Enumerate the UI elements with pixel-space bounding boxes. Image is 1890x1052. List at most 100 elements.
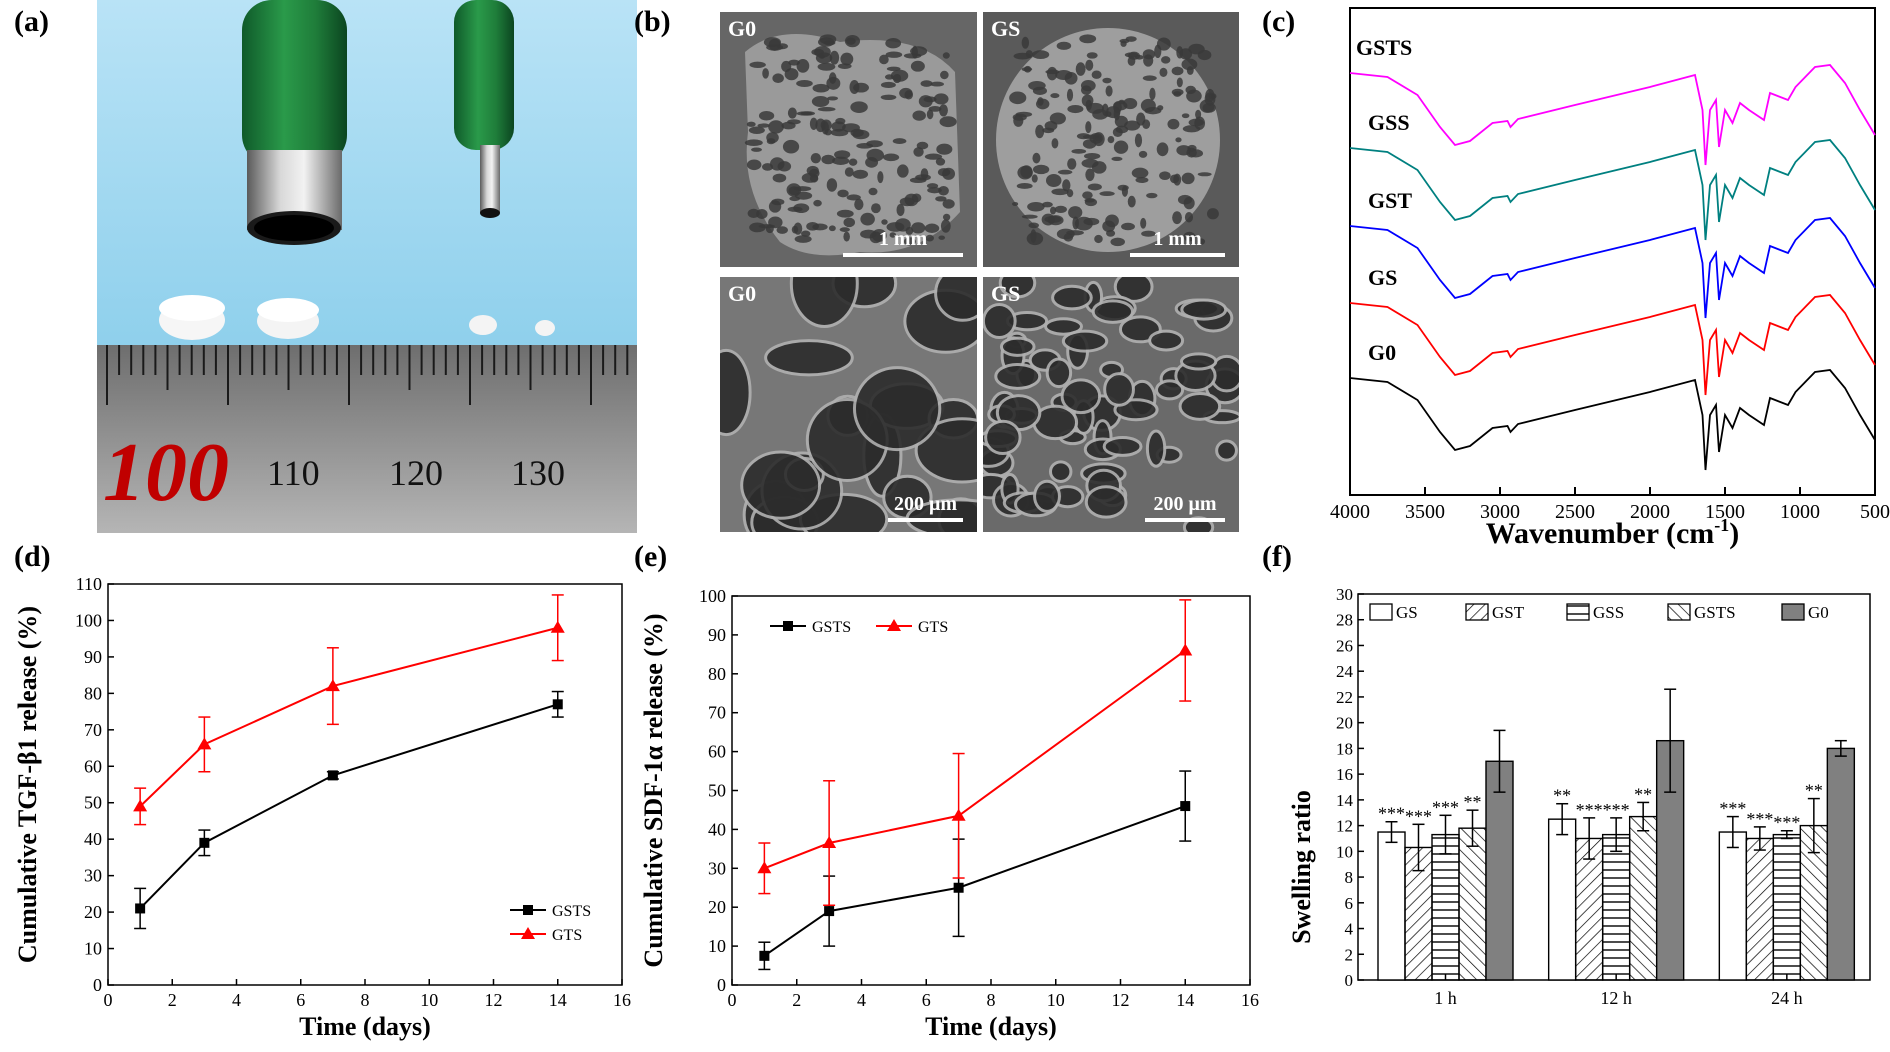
- data-point: [199, 837, 210, 848]
- y-tick-label: 60: [84, 756, 102, 776]
- y-tick-label: 90: [708, 625, 726, 645]
- x-tick-label: 4000: [1330, 501, 1370, 523]
- series-label: GST: [1368, 188, 1412, 213]
- legend-marker: [887, 619, 901, 631]
- legend-swatch: [1369, 603, 1393, 621]
- y-axis-label: Cumulative TGF-β1 release (%): [13, 606, 42, 963]
- data-point: [1178, 643, 1193, 656]
- x-tick-label: 14: [549, 990, 567, 1010]
- y-tick-label: 20: [84, 902, 102, 922]
- y-tick-label: 0: [93, 975, 102, 995]
- y-tick-label: 22: [1336, 688, 1353, 707]
- series-label: GSS: [1368, 110, 1410, 135]
- sem-scale-bar: 1 mm: [843, 228, 963, 257]
- x-tick-label: 1000: [1780, 501, 1820, 523]
- x-tick-label: 2000: [1630, 501, 1670, 523]
- bar: [1826, 747, 1856, 981]
- bar: [1718, 831, 1748, 981]
- plot-frame: [1349, 7, 1876, 496]
- bar: [1431, 833, 1460, 981]
- bar: [1485, 760, 1514, 981]
- x-tick-label: 16: [613, 990, 631, 1010]
- legend-label: GTS: [552, 927, 582, 944]
- legend-label: GS: [1396, 603, 1418, 622]
- data-point: [552, 699, 563, 710]
- y-tick-label: 40: [708, 819, 726, 839]
- sem-texture: [720, 277, 977, 532]
- panel-label-b: (b): [634, 5, 671, 38]
- x-tick-label: 3000: [1480, 501, 1520, 523]
- bar: [1547, 818, 1577, 981]
- significance-mark: **: [1805, 781, 1823, 801]
- panel-label-a: (a): [14, 5, 49, 38]
- data-point: [953, 882, 964, 893]
- bar: [1458, 827, 1487, 981]
- data-point: [951, 808, 966, 821]
- x-axis-label: Wavenumber (cm-1): [1486, 515, 1740, 550]
- x-tick-label: 0: [728, 990, 737, 1010]
- sdf-release-chart: 0 2 4 6 8 10 12 14 16 0 10 20 30 40 50 60 70 80 90 100 Time …: [640, 586, 1259, 1041]
- data-point: [327, 770, 338, 781]
- ruler-number-110: 110: [267, 453, 320, 493]
- y-tick-label: 100: [75, 610, 102, 630]
- plot-frame: [731, 595, 1251, 986]
- data-point: [135, 903, 146, 914]
- significance-mark: ***: [1378, 804, 1405, 824]
- y-tick-label: 16: [1336, 765, 1353, 784]
- x-tick-label: 14: [1176, 990, 1194, 1010]
- data-point: [325, 679, 340, 692]
- x-axis-label: Time (days): [299, 1012, 431, 1041]
- data-point: [757, 861, 772, 874]
- y-tick-label: 30: [84, 866, 102, 886]
- sem-scale-bar: 200 μm: [1145, 493, 1225, 522]
- spectrum-line: [1349, 217, 1876, 319]
- bar: [1772, 833, 1802, 981]
- legend-swatch: [1566, 603, 1590, 621]
- panel-label-f: (f): [1262, 540, 1292, 573]
- spectrum-line: [1349, 294, 1876, 396]
- y-tick-label: 0: [1345, 971, 1354, 990]
- x-tick-label: 6: [296, 990, 305, 1010]
- y-tick-label: 20: [708, 897, 726, 917]
- y-tick-label: 26: [1336, 636, 1353, 655]
- significance-mark: ***: [1719, 799, 1746, 819]
- spectrum-line: [1349, 369, 1876, 471]
- x-tick-label: 10: [1047, 990, 1065, 1010]
- legend-label: GSTS: [552, 903, 591, 920]
- significance-mark: ***: [1576, 800, 1603, 820]
- significance-mark: **: [1464, 792, 1482, 812]
- data-point: [824, 906, 835, 917]
- y-tick-label: 70: [708, 703, 726, 723]
- x-tick-label: 2500: [1555, 501, 1595, 523]
- ruler-number-120: 120: [389, 453, 443, 493]
- legend-label: G0: [1808, 603, 1829, 622]
- x-tick-label: 0: [104, 990, 113, 1010]
- x-tick-label: 16: [1241, 990, 1259, 1010]
- sem-sample-label: GS: [991, 16, 1021, 41]
- legend-swatch: [1667, 603, 1691, 621]
- y-tick-label: 8: [1345, 868, 1354, 887]
- sem-image-g0-low: G0 1 mm: [720, 12, 977, 267]
- significance-mark: ***: [1405, 806, 1432, 826]
- y-tick-label: 18: [1336, 739, 1353, 758]
- legend-label: GTS: [918, 619, 948, 636]
- y-tick-label: 6: [1345, 894, 1354, 913]
- x-tick-label: 500: [1860, 501, 1890, 523]
- x-tick-label: 8: [987, 990, 996, 1010]
- x-tick-label: 8: [361, 990, 370, 1010]
- sem-image-g0-high: G0 200 μm: [720, 277, 977, 532]
- y-tick-label: 2: [1345, 945, 1354, 964]
- y-tick-label: 80: [84, 683, 102, 703]
- series-label: GSTS: [1356, 35, 1412, 60]
- ruler-number-100: 100: [103, 426, 229, 519]
- x-tick-label: 12: [1112, 990, 1130, 1010]
- y-tick-label: 12: [1336, 817, 1353, 836]
- significance-mark: ***: [1432, 797, 1459, 817]
- legend-marker: [783, 621, 793, 631]
- sem-image-gs-high: GS 200 μm: [983, 277, 1239, 532]
- panel-label-c: (c): [1262, 5, 1296, 38]
- series-line: [764, 649, 1186, 870]
- y-tick-label: 10: [84, 939, 102, 959]
- spectrum-line: [1349, 64, 1876, 166]
